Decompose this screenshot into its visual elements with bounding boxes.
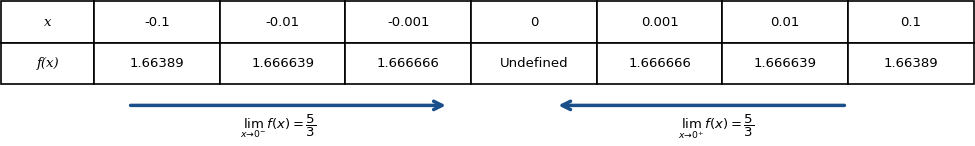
Text: $\lim_{x \to 0^+} f(x) = \dfrac{5}{3}$: $\lim_{x \to 0^+} f(x) = \dfrac{5}{3}$ [678, 113, 754, 141]
Text: $\lim_{x \to 0^-} f(x) = \dfrac{5}{3}$: $\lim_{x \to 0^-} f(x) = \dfrac{5}{3}$ [241, 113, 317, 140]
